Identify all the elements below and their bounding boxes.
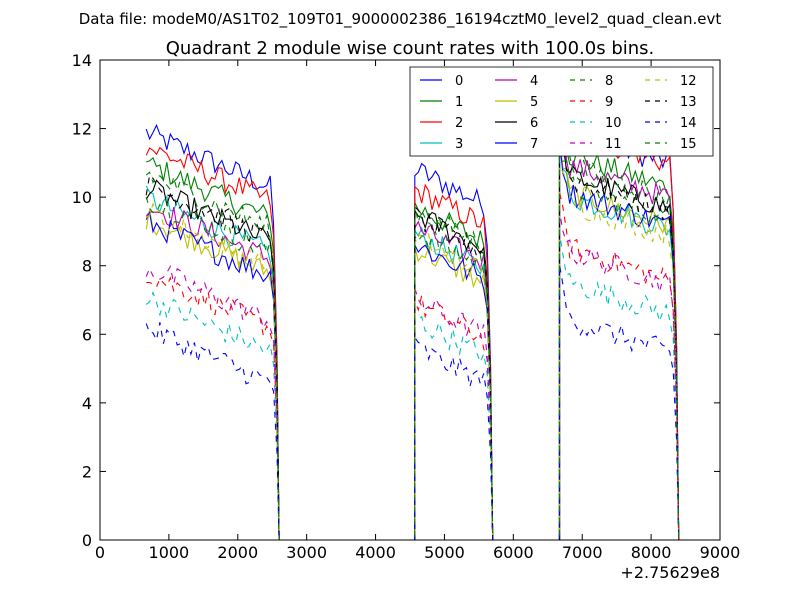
series-line-12 (145, 165, 680, 541)
chart-title: Quadrant 2 module wise count rates with … (166, 38, 655, 59)
series-line-15 (145, 112, 680, 541)
legend-label-2: 2 (455, 116, 463, 131)
legend-label-14: 14 (680, 116, 697, 131)
x-tick-label: 5000 (424, 543, 465, 562)
x-offset-label: +2.75629e8 (620, 563, 720, 582)
series-line-14 (145, 264, 680, 541)
legend-label-9: 9 (605, 95, 613, 110)
x-tick-label: 4000 (355, 543, 396, 562)
x-tick-label: 9000 (700, 543, 741, 562)
axes-frame (99, 59, 721, 541)
series-line-9 (146, 191, 680, 541)
legend-box (409, 66, 714, 157)
legend-label-5: 5 (530, 95, 538, 110)
legend-label-12: 12 (680, 74, 697, 89)
data-file-suptitle: Data file: modeM0/AS1T02_109T01_90000023… (79, 10, 722, 29)
y-tick-label: 6 (82, 325, 92, 344)
series-line-1 (146, 113, 680, 541)
y-tick-label: 10 (72, 188, 92, 207)
legend-label-1: 1 (455, 95, 463, 110)
legend-label-15: 15 (680, 137, 697, 152)
y-tick-label: 12 (72, 120, 92, 139)
x-tick-label: 8000 (631, 543, 672, 562)
y-tick-label: 8 (82, 257, 92, 276)
x-tick-label: 1000 (149, 543, 190, 562)
y-tick-label: 2 (82, 462, 92, 481)
series-line-10 (145, 232, 680, 541)
legend-label-7: 7 (530, 137, 538, 152)
legend-label-0: 0 (455, 74, 463, 89)
y-tick-label: 14 (72, 51, 92, 70)
x-tick-label: 3000 (286, 543, 327, 562)
axes: 0 1000 2000 3000 4000 5000 6000 7000 8000 9000 0 2 4… (72, 51, 741, 562)
legend-label-4: 4 (530, 74, 538, 89)
x-tick-label: 2000 (217, 543, 258, 562)
y-tick-label: 0 (82, 531, 92, 550)
legend-label-6: 6 (530, 116, 538, 131)
series-line-6 (145, 126, 680, 541)
series-line-13 (145, 143, 680, 541)
legend-label-13: 13 (680, 95, 697, 110)
y-tick-label: 4 (82, 394, 92, 413)
legend-label-10: 10 (605, 116, 622, 131)
legend-label-3: 3 (455, 137, 463, 152)
legend-label-8: 8 (605, 74, 613, 89)
x-tick-label: 7000 (562, 543, 603, 562)
x-tick-label: 6000 (493, 543, 534, 562)
legend-label-11: 11 (605, 137, 622, 152)
plot-lines (145, 81, 680, 541)
x-tick-label: 0 (95, 543, 105, 562)
series-line-7 (145, 138, 680, 541)
